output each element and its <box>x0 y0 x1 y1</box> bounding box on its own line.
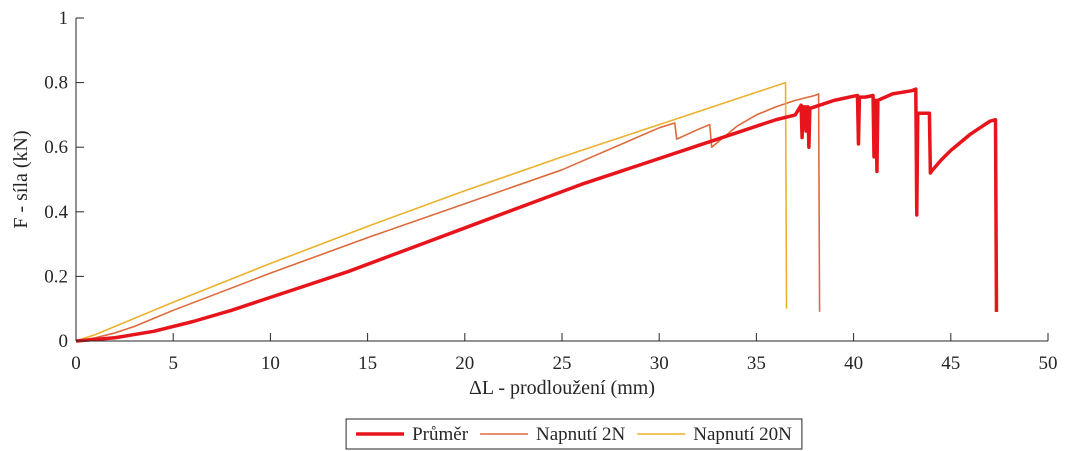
legend: Průměr Napnutí 2N Napnutí 20N <box>345 418 803 450</box>
y-tick-label: 0.2 <box>44 266 68 287</box>
plot-series <box>75 81 999 343</box>
series-line <box>75 81 788 342</box>
x-tick-label: 0 <box>71 353 81 374</box>
y-tick-label: 0.8 <box>44 73 68 94</box>
x-tick-label: 20 <box>455 353 474 374</box>
x-tick-label: 25 <box>553 353 572 374</box>
x-tick-label: 30 <box>650 353 669 374</box>
y-tick-label: 0 <box>59 331 69 352</box>
x-tick-label: 35 <box>747 353 766 374</box>
x-tick-label: 5 <box>168 353 178 374</box>
series-line <box>75 93 821 342</box>
legend-box <box>345 418 803 450</box>
x-tick-label: 15 <box>358 353 377 374</box>
x-axis-label: ΔL - prodloužení (mm) <box>469 377 655 399</box>
legend-items: Průměr Napnutí 2N Napnutí 20N <box>356 424 792 445</box>
legend-label: Napnutí 2N <box>536 424 625 445</box>
x-tick-label: 45 <box>941 353 960 374</box>
legend-label: Průměr <box>412 424 469 445</box>
y-tick-label: 0.4 <box>44 202 68 223</box>
x-tick-label: 10 <box>261 353 280 374</box>
y-axis-label: F - síla (kN) <box>10 130 32 228</box>
x-tick-label: 40 <box>844 353 863 374</box>
series-line <box>75 87 999 343</box>
y-axis-ticks: 0 0.2 0.4 0.6 0.8 1 <box>44 8 84 352</box>
y-tick-label: 0.6 <box>44 137 68 158</box>
x-axis-ticks: 0 5 10 15 20 25 30 35 40 45 50 <box>71 333 1058 374</box>
x-tick-label: 50 <box>1039 353 1058 374</box>
y-tick-label: 1 <box>59 8 69 29</box>
legend-label: Napnutí 20N <box>693 424 792 445</box>
